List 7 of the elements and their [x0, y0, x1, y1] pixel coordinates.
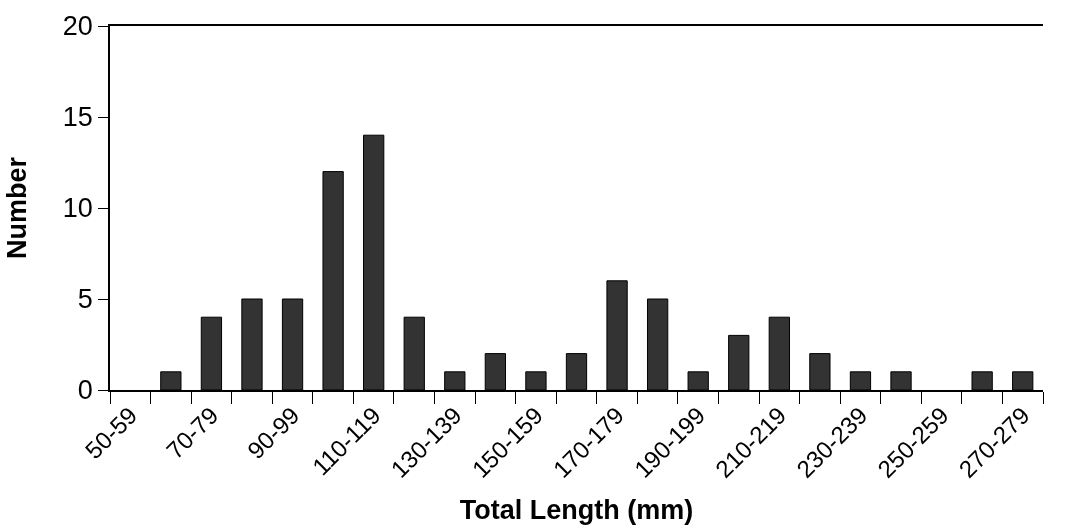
y-tick-label: 0 [77, 375, 93, 406]
y-tick-label: 15 [62, 102, 93, 133]
x-axis-title: Total Length (mm) [459, 494, 694, 525]
y-tick-label: 5 [77, 284, 93, 315]
y-tick-label: 20 [62, 11, 93, 42]
y-tick-label: 10 [62, 193, 93, 224]
y-axis-title: Number [2, 156, 33, 260]
